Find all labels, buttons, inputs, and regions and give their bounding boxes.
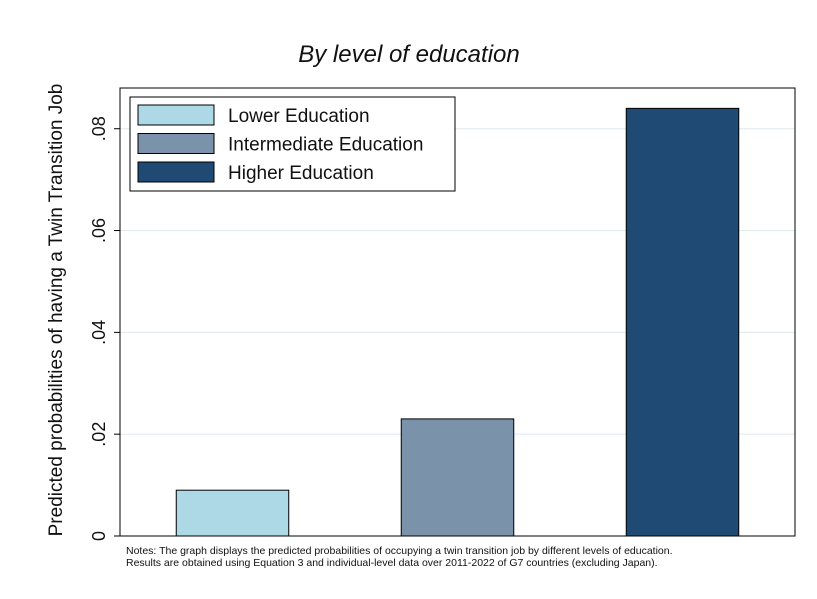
legend: Lower Education Intermediate Education Hig… [129, 96, 456, 192]
bar [175, 489, 290, 537]
chart-title: By level of education [298, 41, 519, 68]
chart-note-line-1: Notes: The graph displays the predicted … [126, 545, 673, 557]
legend-label: Lower Education [228, 106, 370, 127]
legend-label: Intermediate Education [228, 135, 423, 156]
y-tick-label: .04 [89, 320, 109, 345]
y-axis-label: Predicted probabilities of having a Twin… [46, 84, 67, 537]
legend-swatch [137, 133, 215, 154]
chart-note-line-2: Results are obtained using Equation 3 an… [126, 557, 658, 569]
legend-label: Higher Education [228, 163, 374, 184]
legend-swatch [137, 161, 215, 183]
legend-swatch [137, 104, 215, 126]
y-tick-label: .06 [89, 218, 109, 243]
bar [400, 418, 515, 537]
y-tick-label: .02 [89, 422, 109, 447]
plot-frame [119, 87, 796, 537]
bar [625, 107, 740, 537]
y-ticks: 0 .02 .04 .06 .08 [89, 116, 120, 541]
y-tick-label: 0 [89, 531, 109, 541]
y-tick-label: .08 [89, 116, 109, 141]
